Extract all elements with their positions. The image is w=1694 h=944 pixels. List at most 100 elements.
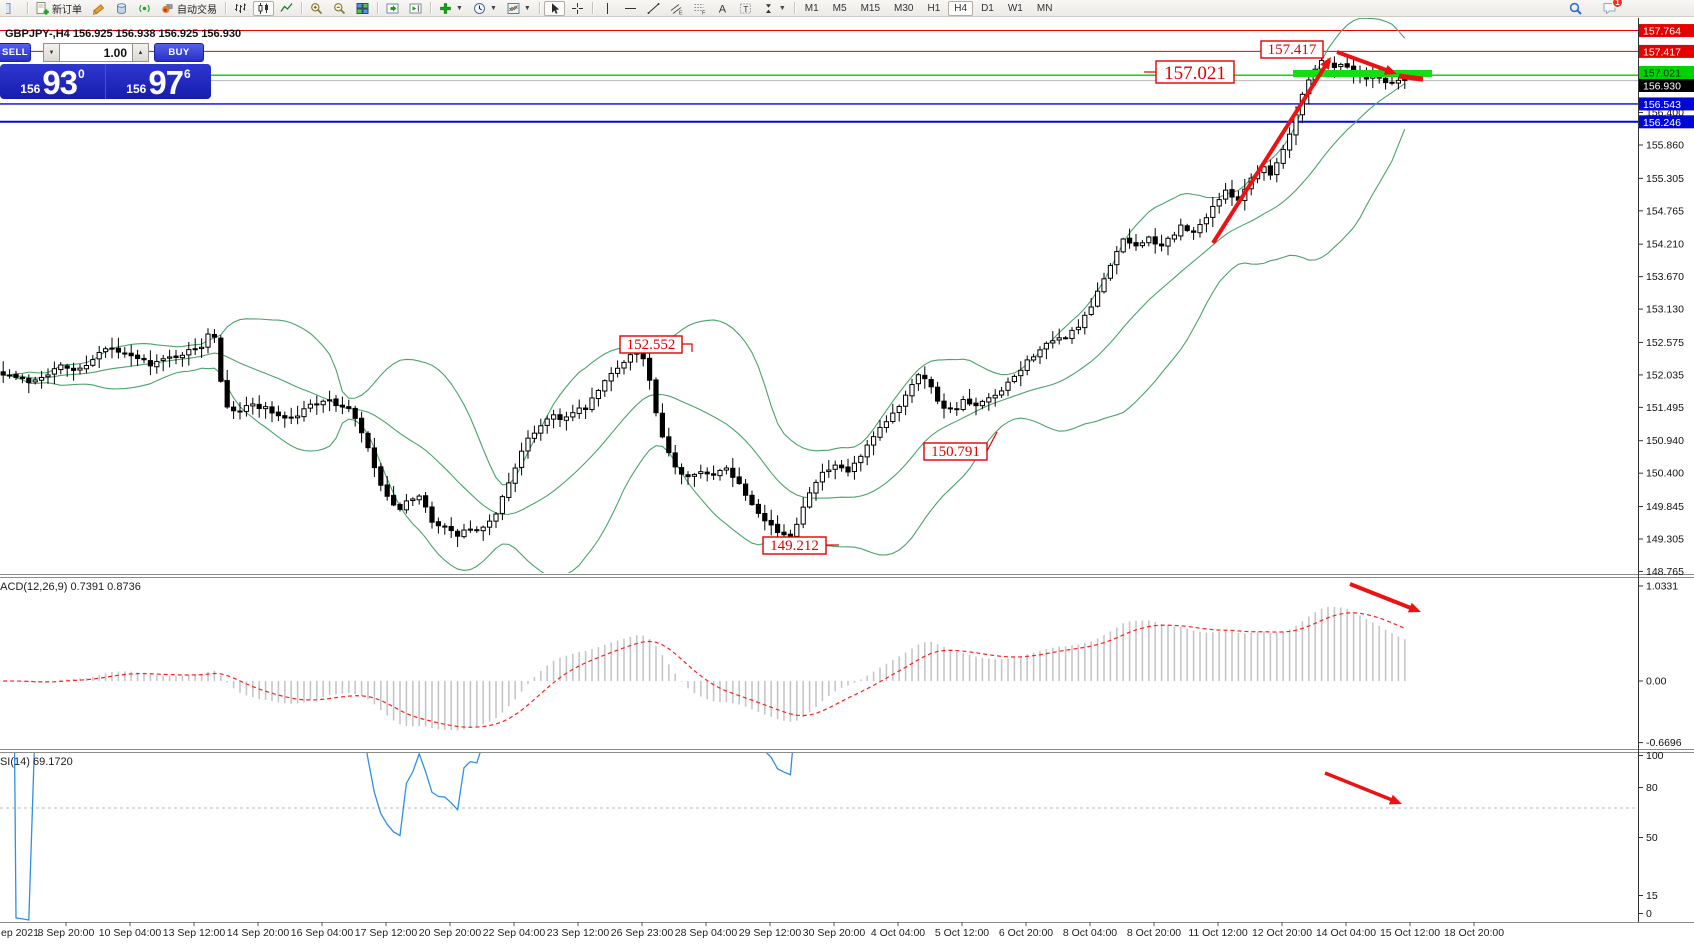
svg-text:T: T <box>743 3 748 13</box>
timeframe-button-w1[interactable]: W1 <box>1002 1 1029 16</box>
svg-text:28 Sep 04:00: 28 Sep 04:00 <box>675 927 738 939</box>
trend-arrow[interactable] <box>1398 73 1424 82</box>
trend-arrow[interactable] <box>1349 582 1413 611</box>
bollinger-middle <box>3 83 1406 515</box>
templates-button[interactable]: ▼ <box>503 1 535 16</box>
toolbar-right: 1 <box>1564 0 1694 16</box>
ask-big-digits: 97 <box>148 64 184 99</box>
trend-arrow[interactable] <box>1324 771 1394 802</box>
timeframe-button-m30[interactable]: M30 <box>888 1 919 16</box>
volume-input[interactable]: 1.00 <box>60 43 132 62</box>
price-callout[interactable] <box>619 335 683 354</box>
svg-text:157.021: 157.021 <box>1164 63 1226 84</box>
bid-pip-digit: 0 <box>78 67 85 81</box>
bollinger-bands <box>3 18 1406 573</box>
periods-button[interactable]: ▼ <box>469 1 501 16</box>
timeframe-button-mn[interactable]: MN <box>1031 1 1059 16</box>
clock-icon <box>473 2 486 15</box>
timeframe-button-m15[interactable]: M15 <box>855 1 886 16</box>
svg-text:1.0331: 1.0331 <box>1646 580 1678 592</box>
text-button[interactable]: A <box>712 1 733 16</box>
svg-text:8 Sep 20:00: 8 Sep 20:00 <box>38 927 95 939</box>
crayon-tool-button[interactable] <box>88 1 109 16</box>
rsi-axis: 100 80 50 15 0 <box>1638 750 1664 920</box>
volume-decrease-button[interactable]: ▼ <box>43 43 60 62</box>
equidistant-channel-button[interactable]: E <box>666 1 687 16</box>
chevron-down-icon: ▼ <box>778 4 786 12</box>
styles-button[interactable] <box>111 1 132 16</box>
tile-windows-button[interactable] <box>352 1 373 16</box>
chart-shift-button[interactable] <box>405 1 426 16</box>
bid-price[interactable]: 156 93 0 <box>0 64 105 99</box>
line-chart-button[interactable] <box>276 1 297 16</box>
support-highlight-bar[interactable] <box>1293 70 1432 77</box>
zoom-in-button[interactable] <box>306 1 327 16</box>
svg-text:153.670: 153.670 <box>1646 271 1684 283</box>
svg-text:29 Sep 12:00: 29 Sep 12:00 <box>739 927 802 939</box>
window-partial-icon[interactable] <box>2 1 23 16</box>
zoomout-icon <box>333 2 346 15</box>
rsi-pane <box>0 753 1638 921</box>
timeframe-button-h1[interactable]: H1 <box>921 1 946 16</box>
auto-scroll-button[interactable] <box>382 1 403 16</box>
svg-text:20 Sep 20:00: 20 Sep 20:00 <box>419 927 482 939</box>
ask-pip-digit: 6 <box>184 67 191 81</box>
timeframe-button-h4[interactable]: H4 <box>948 0 974 16</box>
sell-button[interactable]: SELL <box>0 43 31 62</box>
chevron-down-icon: ▼ <box>523 4 531 12</box>
price-callout[interactable] <box>1260 40 1324 59</box>
timeframe-button-m5[interactable]: M5 <box>827 1 853 16</box>
bollinger-upper <box>3 18 1406 486</box>
price-callout[interactable] <box>1155 60 1235 84</box>
horizontal-line-button[interactable] <box>620 1 641 16</box>
trendline-button[interactable] <box>643 1 664 16</box>
svg-text:14 Sep 20:00: 14 Sep 20:00 <box>227 927 290 939</box>
svg-text:13 Sep 12:00: 13 Sep 12:00 <box>163 927 226 939</box>
toolbar-separator <box>301 2 302 14</box>
trend-arrow[interactable] <box>1336 50 1389 73</box>
auto-trading-button[interactable]: 自动交易 <box>157 1 221 16</box>
price-callout[interactable] <box>923 442 988 461</box>
svg-text:8 Oct 20:00: 8 Oct 20:00 <box>1127 927 1181 939</box>
ask-price[interactable]: 156 97 6 <box>105 64 211 99</box>
annotations <box>1211 50 1432 805</box>
volume-increase-button[interactable]: ▲ <box>132 43 149 62</box>
trend-arrow[interactable] <box>1211 64 1328 245</box>
zoom-out-button[interactable] <box>329 1 350 16</box>
auto-trading-button-label: 自动交易 <box>177 4 217 16</box>
new-order-button[interactable]: 新订单 <box>32 1 86 16</box>
svg-text:148.765: 148.765 <box>1646 566 1684 578</box>
svg-text:80: 80 <box>1646 782 1658 794</box>
signals-button[interactable] <box>134 1 155 16</box>
text-label-button[interactable]: T <box>735 1 756 16</box>
price-callout[interactable] <box>762 536 827 555</box>
ask-prefix: 156 <box>126 82 147 96</box>
chart-frame <box>0 18 1694 923</box>
timeframe-button-m1[interactable]: M1 <box>799 1 825 16</box>
buy-button[interactable]: BUY <box>154 43 204 62</box>
candlestick-chart-button[interactable] <box>253 0 274 16</box>
arrows-button[interactable]: ▼ <box>758 1 790 16</box>
bar-chart-button[interactable] <box>230 1 251 16</box>
vertical-line-button[interactable] <box>597 1 618 16</box>
svg-text:12 Oct 20:00: 12 Oct 20:00 <box>1252 927 1312 939</box>
cursor-button[interactable] <box>543 0 565 16</box>
search-icon <box>1569 2 1582 15</box>
indicators-button[interactable]: ▼ <box>435 1 467 16</box>
chat-button[interactable]: 1 <box>1597 0 1623 16</box>
price-axis: 156.400155.860155.305154.765154.210153.6… <box>1638 24 1694 578</box>
fibonacci-button[interactable]: F <box>689 1 710 16</box>
svg-text:ep 2021: ep 2021 <box>1 927 39 939</box>
template-icon <box>507 2 520 15</box>
plusbig-icon <box>439 2 452 15</box>
search-button[interactable] <box>1565 1 1586 16</box>
timeframe-button-d1[interactable]: D1 <box>975 1 1000 16</box>
crosshair-button[interactable] <box>567 1 588 16</box>
svg-text:157.417: 157.417 <box>1643 46 1681 58</box>
svg-text:149.305: 149.305 <box>1646 534 1684 546</box>
svg-text:150.400: 150.400 <box>1646 468 1684 480</box>
chevron-down-icon: ▼ <box>456 4 463 12</box>
one-click-trading-panel: SELL ▼ 1.00 ▲ BUY 156 93 0 156 97 6 <box>0 43 211 99</box>
svg-text:16 Sep 04:00: 16 Sep 04:00 <box>291 927 354 939</box>
